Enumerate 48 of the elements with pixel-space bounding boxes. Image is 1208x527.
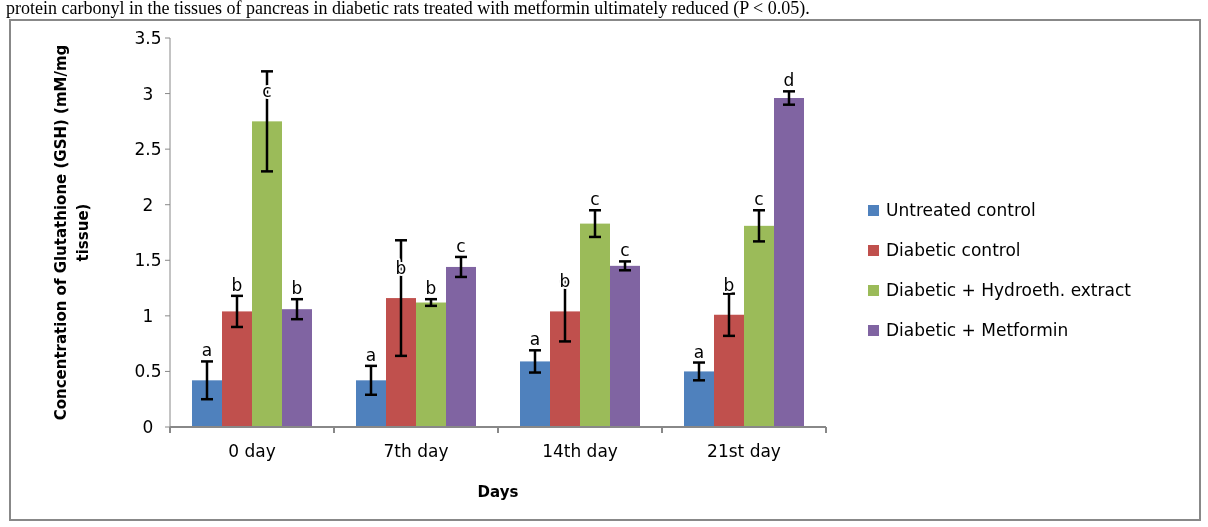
bar — [580, 223, 610, 427]
data-label: a — [201, 340, 213, 361]
bar — [714, 314, 744, 427]
text: protein carbonyl in the tissues of pancreas in diabetic rats treated with metformin ultimately reduced (P < 0.05). — [6, 0, 810, 19]
bar — [520, 361, 550, 427]
bar — [386, 298, 416, 427]
data-label: a — [693, 341, 705, 362]
legend-label: Diabetic + Hydroeth. extract — [886, 280, 1132, 300]
bar — [744, 225, 774, 427]
legend-label: Diabetic control — [886, 240, 1021, 260]
bar — [446, 266, 476, 427]
data-label: b — [231, 274, 243, 295]
data-label: c — [590, 189, 600, 210]
data-label: a — [365, 344, 377, 365]
bar — [252, 121, 282, 427]
y-tick-label: 3.5 — [134, 28, 162, 48]
x-tick-label: 21st day — [707, 441, 781, 461]
y-tick-label: 3 — [142, 83, 154, 104]
data-label: a — [529, 329, 541, 350]
bar — [550, 311, 580, 427]
y-tick-label: 2.5 — [134, 139, 162, 160]
bar — [356, 380, 386, 427]
x-axis-title: Days — [477, 483, 519, 501]
y-tick-label: 0.5 — [134, 361, 162, 382]
x-tick-label: 14th day — [542, 441, 618, 461]
data-label: d — [783, 70, 795, 91]
data-label: c — [754, 189, 764, 210]
data-label: b — [425, 278, 437, 299]
y-axis-title: Concentration of Glutathione (GSH) (mM/mg tissue) — [52, 44, 92, 421]
y-tick-label: 1.5 — [134, 250, 162, 271]
data-label: b — [723, 274, 735, 295]
data-label: c — [456, 235, 466, 256]
bar — [192, 380, 222, 427]
data-label: b — [291, 278, 303, 299]
data-label: c — [620, 240, 630, 261]
y-tick-label: 1 — [142, 305, 154, 326]
bar — [774, 98, 804, 427]
y-tick-label: 2 — [142, 194, 154, 215]
bar — [222, 311, 252, 427]
x-tick-label: 7th day — [383, 441, 449, 461]
bar — [416, 302, 446, 427]
y-tick-label: 0 — [142, 417, 154, 437]
legend-label: Untreated control — [886, 200, 1036, 220]
bar — [610, 265, 640, 427]
x-tick-label: 0 day — [228, 441, 276, 461]
bar — [684, 371, 714, 427]
legend-label: Diabetic + Metformin — [886, 320, 1069, 340]
bar — [282, 309, 312, 427]
